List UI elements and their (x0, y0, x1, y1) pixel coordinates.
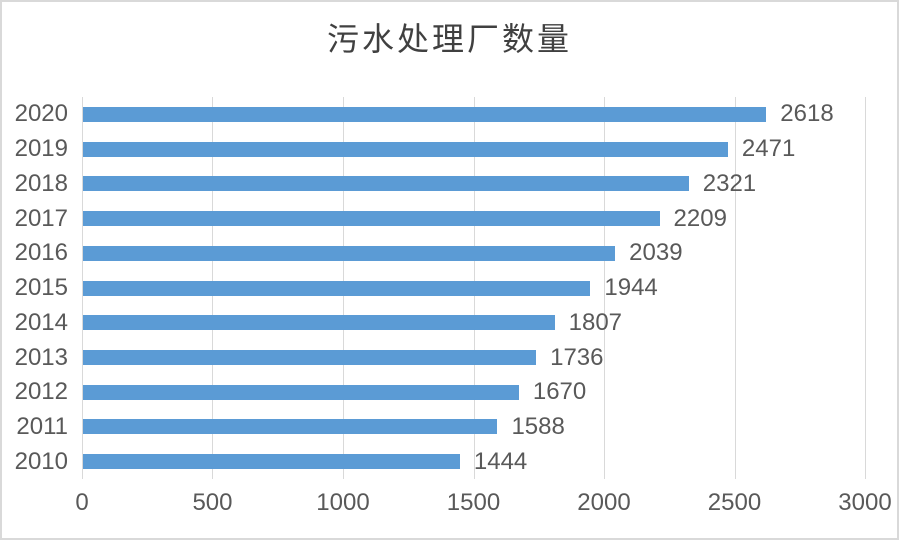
value-label-2018: 2321 (702, 169, 757, 197)
bar-2014 (83, 315, 555, 331)
x-axis-label-3000: 3000 (838, 489, 892, 516)
value-label-2012: 1670 (532, 378, 587, 406)
y-axis-label-2014: 2014 (14, 308, 68, 336)
value-label-2015: 1944 (604, 274, 658, 302)
x-axis-label-0: 0 (75, 489, 89, 516)
y-axis-label-2013: 2013 (14, 343, 68, 371)
gridline-2500 (734, 97, 736, 479)
gridline-0 (82, 97, 83, 479)
x-axis-label-2000: 2000 (577, 489, 631, 516)
y-axis-label-2015: 2015 (14, 274, 68, 302)
value-label-2011: 1588 (511, 412, 565, 440)
y-axis-label-2012: 2012 (14, 378, 68, 406)
y-axis-label-2011: 2011 (16, 412, 68, 440)
bar-2017 (83, 211, 660, 227)
bar-row-2017: 2209 (83, 201, 866, 236)
bar-2012 (83, 384, 519, 400)
value-label-2020: 2618 (780, 100, 834, 128)
bar-2020 (83, 106, 767, 122)
value-label-2016: 2039 (629, 239, 683, 267)
bar-2016 (83, 245, 616, 261)
x-axis-label-1500: 1500 (446, 489, 501, 516)
bar-2018 (83, 176, 689, 192)
bar-row-2010: 1444 (83, 444, 866, 479)
bar-2011 (83, 419, 498, 435)
value-label-2013: 1736 (550, 343, 604, 371)
bar-row-2019: 2471 (83, 132, 866, 167)
chart-title: 污水处理厂数量 (326, 20, 572, 58)
x-axis-labels: 0 500 1000 1500 2000 2500 3000 (75, 489, 891, 521)
bar-row-2020: 2618 (83, 97, 866, 132)
bar-row-2012: 1670 (83, 375, 866, 410)
value-label-2010: 1444 (473, 447, 528, 475)
x-axis-label-2500: 2500 (707, 489, 762, 516)
plot-area: 2618 2471 2321 2209 2039 1944 1807 1736 1670 1588… (82, 97, 866, 479)
value-label-2014: 1807 (568, 308, 623, 336)
bar-2015 (83, 280, 591, 296)
bar-row-2015: 1944 (83, 271, 866, 306)
gridline-2000 (603, 97, 605, 479)
x-axis-label-500: 500 (192, 489, 233, 516)
y-axis-label-2010: 2010 (14, 447, 68, 475)
y-axis-label-2017: 2017 (14, 204, 68, 232)
bar-row-2013: 1736 (83, 340, 866, 375)
y-axis-label-2020: 2020 (14, 100, 68, 128)
bar-row-2011: 1588 (83, 410, 866, 445)
bar-2010 (83, 454, 460, 470)
bars-container: 2618 2471 2321 2209 2039 1944 1807 1736 1670 1588… (83, 97, 866, 479)
bar-2019 (83, 141, 728, 157)
y-axis-label-2016: 2016 (14, 239, 68, 267)
gridline-3000 (865, 97, 866, 479)
bar-2013 (83, 350, 537, 365)
value-label-2017: 2209 (673, 204, 727, 232)
y-axis-label-2019: 2019 (14, 135, 68, 163)
value-label-2019: 2471 (741, 135, 796, 163)
y-axis-label-2018: 2018 (14, 169, 68, 197)
y-axis-labels: 2020 2019 2018 2017 2016 2015 2014 2013 2012 2011… (2, 97, 68, 479)
x-axis-label-1000: 1000 (316, 489, 370, 516)
bar-row-2014: 1807 (83, 305, 866, 340)
bar-row-2016: 2039 (83, 236, 866, 271)
bar-row-2018: 2321 (83, 166, 866, 201)
